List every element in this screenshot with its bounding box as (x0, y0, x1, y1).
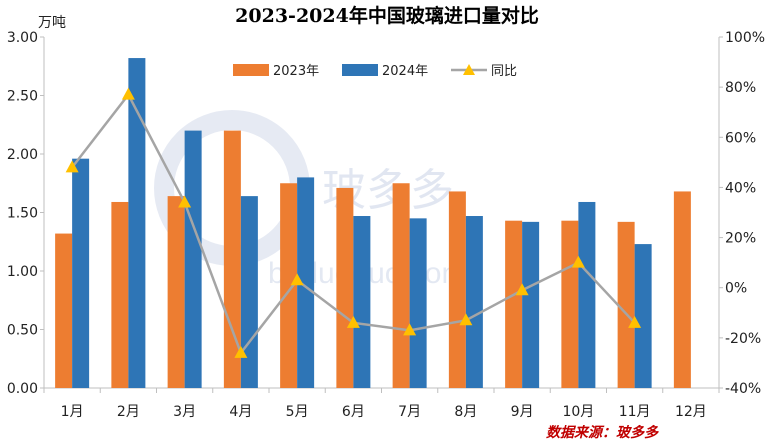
y-right-tick-label: 60% (725, 130, 756, 146)
bar-2023 (280, 183, 298, 388)
bar-2023 (505, 220, 523, 388)
x-tick-label: 4月 (229, 404, 252, 420)
x-tick-label: 9月 (511, 404, 534, 420)
y-right-tick-label: 80% (725, 80, 756, 96)
legend-label-2023: 2023年 (273, 64, 319, 79)
yoy-marker (459, 313, 473, 326)
bar-2023 (223, 130, 241, 388)
bar-2024 (72, 158, 90, 388)
yoy-marker (571, 255, 585, 268)
yoy-marker (178, 195, 192, 208)
yoy-line (65, 87, 642, 358)
yoy-marker (403, 323, 417, 336)
bar-2024 (297, 177, 315, 388)
bar-2024 (128, 58, 146, 389)
legend-swatch-2023 (233, 64, 269, 76)
y-left-unit: 万吨 (38, 15, 66, 31)
bar-2024 (353, 216, 371, 388)
bar-2023 (55, 233, 73, 388)
legend-label-yoy: 同比 (491, 64, 517, 79)
yoy-marker (628, 315, 642, 328)
yoy-marker (234, 345, 248, 358)
y-right-tick-label: -40% (725, 381, 761, 397)
x-tick-label: 12月 (675, 404, 707, 420)
yoy-marker (346, 315, 360, 328)
bar-2024 (240, 196, 258, 388)
y-right-tick-label: 40% (725, 180, 756, 196)
legend-marker-yoy (463, 64, 475, 75)
bar-2024 (578, 201, 596, 388)
x-tick-label: 1月 (61, 404, 84, 420)
x-tick-label: 3月 (173, 404, 196, 420)
bar-2023 (167, 196, 185, 388)
bars (55, 58, 691, 389)
y-left-tick-label: 1.00 (7, 264, 38, 280)
bar-2023 (448, 191, 466, 388)
y-left-tick-label: 2.50 (7, 89, 38, 105)
x-tick-label: 7月 (398, 404, 421, 420)
y-right-tick-label: 20% (725, 231, 756, 247)
bar-2024 (634, 244, 652, 388)
y-right-tick-label: -20% (725, 331, 761, 347)
bar-2023 (561, 220, 579, 388)
axes (40, 36, 723, 393)
yoy-marker (515, 283, 529, 296)
legend-label-2024: 2024年 (382, 64, 428, 79)
y-left-tick-label: 0.50 (7, 323, 38, 339)
x-tick-label: 10月 (562, 404, 594, 420)
y-left-tick-label: 2.00 (7, 147, 38, 163)
y-left-tick-label: 1.50 (7, 206, 38, 222)
bar-2023 (392, 183, 410, 388)
y-right-tick-label: 0% (725, 281, 747, 297)
bar-2023 (673, 191, 691, 388)
yoy-marker (121, 87, 135, 100)
x-tick-label: 8月 (454, 404, 477, 420)
y-left-tick-label: 3.00 (7, 30, 38, 46)
source-note: 数据来源：玻多多 (546, 424, 659, 441)
y-left-tick-label: 0.00 (7, 381, 38, 397)
chart-title: 2023-2024年中国玻璃进口量对比 (235, 4, 539, 27)
yoy-marker (65, 160, 79, 173)
x-tick-label: 5月 (286, 404, 309, 420)
bar-2023 (617, 221, 635, 388)
tick-labels: 0.00 0.50 1.00 1.50 2.00 2.50 3.00 -40% -20% 0% 20… (7, 30, 765, 420)
x-tick-label: 2月 (117, 404, 140, 420)
legend-swatch-2024 (342, 64, 378, 76)
bar-2024 (522, 221, 540, 388)
x-tick-label: 6月 (342, 404, 365, 420)
bar-2024 (184, 130, 202, 388)
bar-2023 (111, 201, 129, 388)
bar-2023 (336, 187, 354, 388)
yoy-marker (290, 273, 304, 286)
x-tick-label: 11月 (619, 404, 651, 420)
bar-2024 (465, 216, 483, 388)
bar-2024 (409, 218, 427, 388)
y-right-tick-label: 100% (725, 30, 765, 46)
legend: 2023年 2024年 同比 (233, 64, 517, 79)
